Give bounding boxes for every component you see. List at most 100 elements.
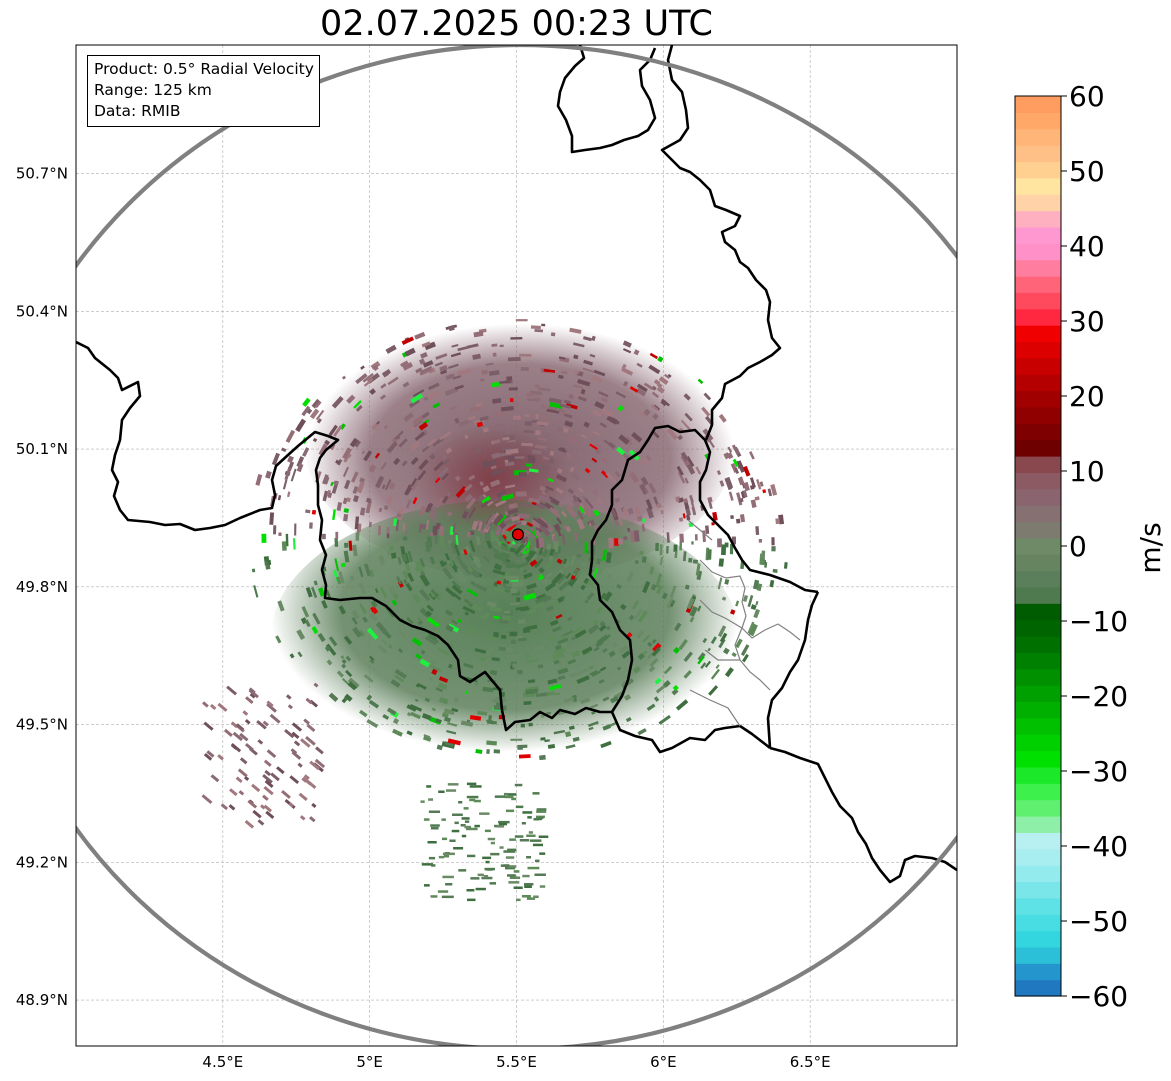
echo-bin: [633, 349, 640, 356]
echo-bin: [255, 473, 263, 486]
echo-bin: [771, 546, 776, 552]
echo-bin: [519, 540, 523, 544]
echo-bin: [417, 470, 427, 481]
echo-bin: [315, 409, 325, 421]
echo-bin: [573, 393, 580, 398]
echo-bin: [338, 605, 347, 615]
echo-bin: [561, 510, 568, 518]
echo-bin: [510, 602, 520, 606]
echo-bin: [201, 794, 213, 805]
echo-bin: [469, 405, 482, 413]
echo-bin: [242, 710, 249, 716]
colorbar-segment: [1015, 374, 1061, 392]
echo-bin: [435, 353, 448, 360]
echo-bin: [684, 477, 689, 484]
echo-bin: [437, 682, 448, 690]
echo-bin: [592, 409, 603, 418]
echo-bin: [553, 508, 559, 514]
echo-bin: [505, 558, 511, 563]
colorbar-segment: [1015, 701, 1061, 719]
echo-bin: [351, 471, 359, 483]
echo-bin: [368, 699, 380, 709]
echo-bin: [407, 572, 415, 582]
echo-bin: [653, 696, 660, 702]
echo-bin: [556, 661, 563, 667]
echo-bin: [342, 447, 352, 460]
echo-bin: [507, 531, 516, 543]
colorbar-segment: [1015, 259, 1061, 277]
echo-bin: [689, 494, 694, 503]
colorbar-tick-label: −40: [1069, 830, 1128, 863]
echo-bin: [524, 421, 532, 426]
echo-bin: [535, 429, 541, 436]
echo-bin: [470, 877, 480, 880]
echo-bin: [661, 592, 668, 600]
echo-bin: [366, 718, 379, 728]
echo-bin: [534, 558, 544, 569]
echo-bin: [379, 586, 388, 598]
colorbar-segment: [1015, 734, 1061, 752]
echo-bin: [479, 812, 490, 815]
echo-bin: [524, 885, 532, 888]
echo-bin: [502, 446, 514, 451]
echo-bin: [574, 532, 579, 542]
echo-bin: [596, 558, 602, 565]
echo-bin: [407, 550, 413, 563]
echo-bin: [423, 734, 431, 739]
colorbar-segment: [1015, 537, 1061, 555]
echo-bin: [577, 486, 585, 493]
echo-bin: [324, 439, 331, 446]
echo-bin: [553, 659, 560, 665]
echo-bin: [325, 589, 332, 599]
echo-bin: [575, 668, 588, 677]
echo-bin: [411, 637, 423, 647]
echo-bin: [397, 556, 402, 565]
lat-tick-label: 50.7°N: [16, 165, 68, 183]
echo-bin: [410, 456, 419, 466]
echo-bin: [428, 798, 434, 801]
echo-bin: [588, 665, 594, 670]
echo-bin: [511, 639, 516, 644]
echo-bin: [345, 669, 353, 678]
echo-bin: [393, 593, 399, 600]
echo-bin: [735, 638, 743, 649]
echo-bin: [273, 525, 277, 535]
echo-bin: [598, 391, 609, 398]
echo-bin: [472, 353, 481, 360]
echo-bin: [695, 466, 702, 475]
echo-bin: [418, 459, 429, 471]
echo-bin: [356, 481, 365, 494]
echo-bin: [448, 363, 459, 369]
echo-bin: [724, 542, 729, 548]
echo-bin: [649, 566, 655, 575]
echo-bin: [435, 718, 442, 724]
echo-bin: [266, 703, 277, 713]
echo-bin: [697, 655, 705, 665]
echo-bin: [602, 724, 611, 731]
echo-bin: [299, 815, 306, 821]
echo-bin: [226, 685, 238, 696]
echo-bin: [386, 441, 398, 454]
echo-bin: [689, 616, 695, 623]
echo-bin: [563, 578, 572, 588]
echo-bin: [651, 646, 661, 657]
echo-bin: [552, 626, 562, 633]
echo-bin: [583, 421, 590, 428]
echo-bin: [266, 749, 277, 759]
echo-bin: [441, 895, 454, 899]
echo-bin: [404, 561, 411, 572]
echo-bin: [463, 807, 469, 810]
echo-bin: [694, 534, 698, 541]
echo-bin: [453, 697, 459, 703]
echo-bin: [416, 682, 427, 690]
echo-bin: [643, 382, 654, 391]
echo-bin: [598, 679, 605, 684]
echo-bin: [251, 568, 256, 573]
echo-bin: [359, 709, 368, 718]
echo-bin: [314, 758, 326, 769]
echo-bin: [266, 700, 274, 708]
echo-bin: [659, 544, 663, 556]
echo-bin: [451, 619, 458, 625]
map-title: 02.07.2025 00:23 UTC: [320, 4, 713, 44]
echo-bin: [309, 760, 320, 771]
